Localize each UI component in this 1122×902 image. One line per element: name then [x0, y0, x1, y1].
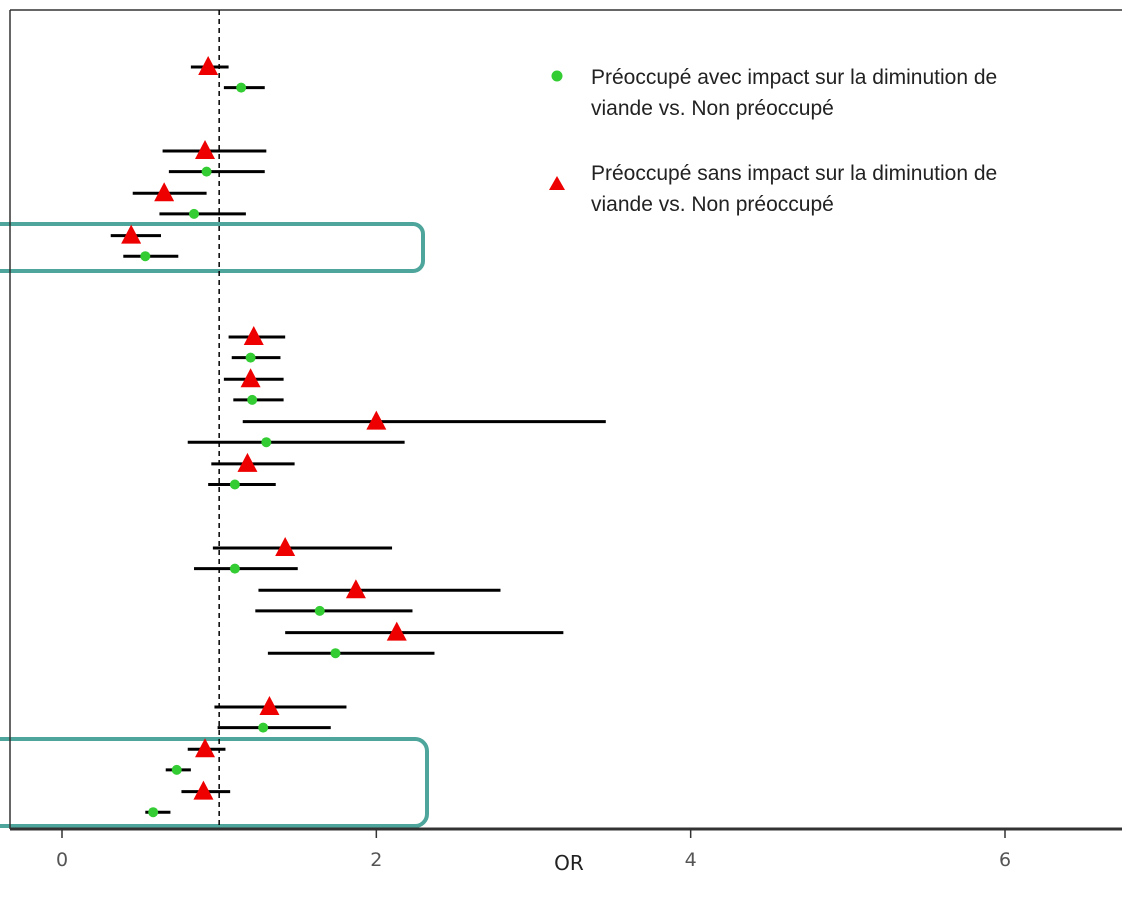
point-circle [245, 352, 256, 363]
x-tick-label: 4 [685, 849, 697, 871]
point-circle [236, 82, 247, 93]
x-tick-label: 2 [370, 849, 382, 871]
point-triangle [237, 452, 258, 472]
x-tick-label: 6 [999, 849, 1011, 871]
point-triangle [386, 621, 407, 641]
highlight-box-upper [0, 222, 425, 273]
point-circle [201, 166, 212, 177]
point-circle [189, 208, 200, 219]
point-triangle [195, 140, 216, 159]
point-triangle [243, 326, 264, 345]
point-triangle [259, 696, 280, 715]
point-circle [229, 479, 240, 490]
point-circle [148, 807, 159, 818]
point-circle [258, 722, 269, 733]
point-circle [247, 394, 258, 405]
point-triangle [275, 537, 296, 556]
legend-circle-marker [551, 70, 563, 82]
point-triangle [366, 410, 387, 430]
x-axis-ticks: 0 2 4 6 [56, 829, 1011, 871]
x-tick-label: 0 [56, 849, 68, 871]
point-circle [140, 251, 151, 262]
point-triangle [198, 56, 219, 75]
point-circle [314, 605, 325, 616]
x-axis-title: OR [554, 851, 584, 875]
legend-label-circle: Préoccupé avec impact sur la diminution … [591, 66, 997, 120]
data-marks [110, 56, 606, 818]
point-circle [330, 648, 341, 659]
legend: Préoccupé avec impact sur la diminution … [549, 66, 997, 216]
point-triangle [240, 368, 261, 388]
highlight-box-lower [0, 737, 429, 828]
point-circle [229, 563, 240, 574]
point-triangle [345, 579, 366, 599]
point-triangle [154, 182, 175, 202]
point-triangle [195, 738, 216, 758]
legend-label-triangle: Préoccupé sans impact sur la diminution … [591, 162, 997, 216]
point-circle [261, 437, 272, 448]
point-triangle [193, 780, 214, 800]
legend-triangle-marker [549, 176, 565, 190]
plot-frame [9, 9, 1122, 831]
point-circle [171, 764, 182, 775]
highlight-boxes [0, 222, 429, 828]
point-triangle [121, 224, 142, 244]
